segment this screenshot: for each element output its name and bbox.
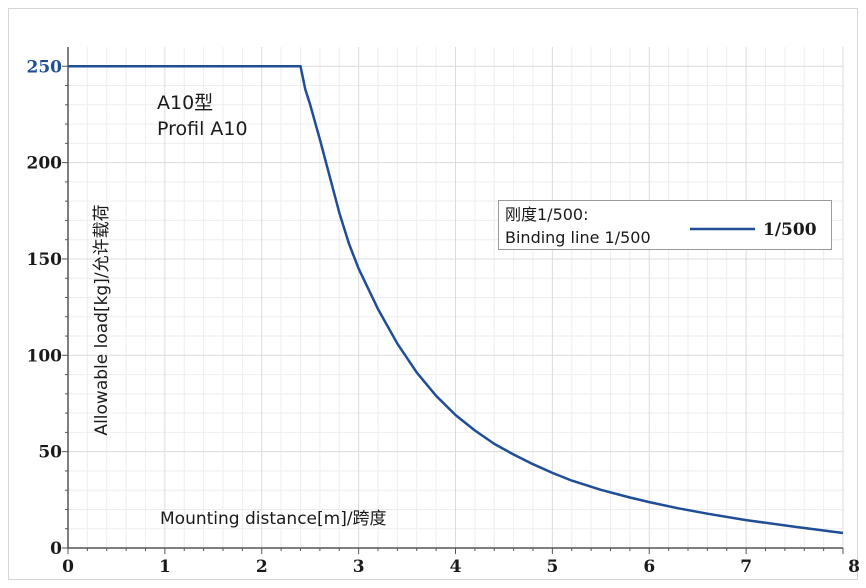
x-tick-label: 2: [256, 557, 268, 577]
y-axis-label: Allowable load[kg]/允许载荷: [92, 204, 112, 435]
chart-annotation-line-2: Profil A10: [157, 118, 248, 140]
x-tick-label: 5: [546, 557, 558, 577]
x-axis-label: Mounting distance[m]/跨度: [160, 509, 387, 529]
x-tick-label: 6: [643, 557, 655, 577]
x-tick-label: 3: [353, 557, 365, 577]
x-tick-label: 4: [450, 557, 462, 577]
ticks: 0 1 2 3 4 5 6 7 8 0 50 100 150 200 250: [27, 57, 861, 577]
y-tick-label: 100: [27, 346, 63, 366]
series-line: [68, 65, 844, 535]
y-tick-label: 50: [38, 443, 62, 463]
legend-box: [498, 200, 832, 250]
x-tick-label: 7: [740, 557, 752, 577]
legend-title-line-2: Binding line 1/500: [505, 228, 651, 247]
x-tick-label: 0: [62, 557, 74, 577]
y-tick-label: 200: [27, 154, 63, 174]
chart-annotation-line-1: A10型: [157, 92, 213, 114]
legend: 刚度1/500: Binding line 1/500 1/500: [498, 200, 832, 250]
y-tick-label: 250: [27, 57, 63, 77]
chart-frame: [8, 8, 858, 580]
legend-series-label: 1/500: [763, 220, 817, 240]
x-tick-label: 1: [159, 557, 171, 577]
series-group: [68, 65, 844, 535]
legend-title-line-1: 刚度1/500:: [505, 205, 589, 224]
y-tick-label: 0: [50, 539, 62, 559]
y-tick-label: 150: [27, 250, 63, 270]
x-tick-label: 8: [848, 557, 860, 577]
